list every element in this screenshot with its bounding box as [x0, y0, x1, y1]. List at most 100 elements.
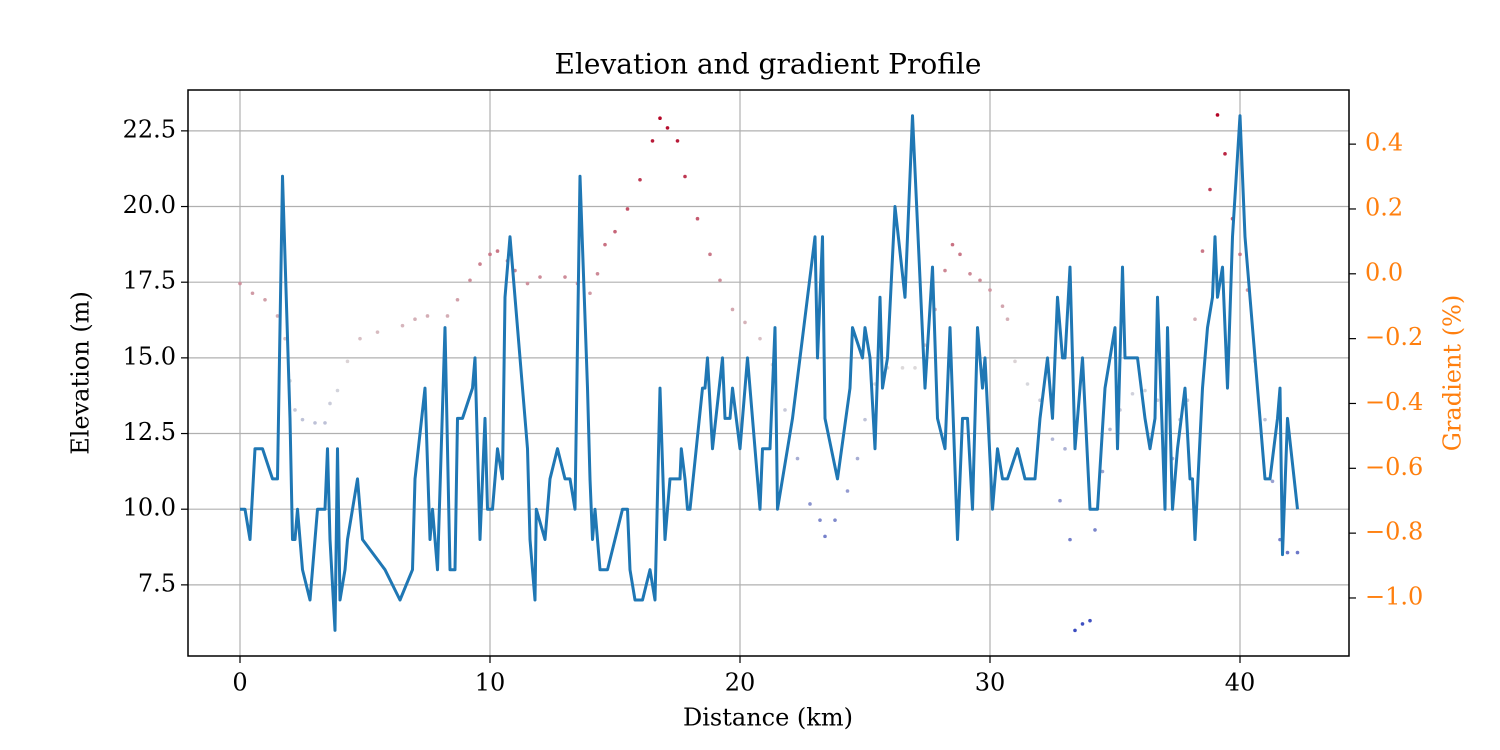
gradient-point — [900, 366, 905, 370]
gradient-point — [455, 297, 460, 302]
gradient-point — [1108, 427, 1112, 432]
gradient-point — [495, 249, 500, 253]
gradient-point — [1000, 304, 1005, 309]
gradient-point — [695, 216, 700, 221]
gradient-point — [588, 291, 592, 296]
gradient-point — [795, 456, 800, 461]
gradient-point — [250, 291, 255, 296]
gradient-point — [1215, 113, 1220, 117]
gradient-point — [1068, 537, 1072, 542]
gradient-point — [275, 314, 280, 318]
gradient-point — [478, 262, 482, 266]
gradient-point — [1263, 417, 1267, 422]
gradient-point — [445, 314, 450, 318]
gradient-point — [1143, 388, 1147, 393]
gradient-point — [638, 177, 642, 182]
gradient-point — [313, 421, 317, 425]
gradient-point — [1088, 618, 1092, 623]
gradient-point — [345, 359, 350, 364]
y2-tick-label: 0.0 — [1365, 258, 1403, 286]
gradient-point — [468, 278, 472, 283]
gradient-point — [808, 502, 812, 506]
x-axis-label: Distance (km) — [683, 704, 853, 732]
y2-tick-label: −0.2 — [1365, 323, 1423, 351]
gradient-point — [978, 278, 982, 283]
gradient-point — [650, 139, 655, 143]
gradient-point — [263, 297, 267, 302]
chart-title: Elevation and gradient Profile — [555, 48, 982, 81]
x-tick-label: 30 — [975, 669, 1006, 697]
gradient-point — [413, 317, 417, 321]
y-tick-label: 15.0 — [123, 342, 176, 370]
gradient-point — [950, 242, 955, 247]
gradient-point — [1013, 359, 1017, 364]
gradient-point — [400, 323, 405, 328]
gradient-point — [323, 421, 327, 425]
gradient-point — [1270, 479, 1275, 484]
gradient-point — [675, 139, 680, 143]
gradient-point — [958, 252, 962, 257]
gradient-point — [1080, 622, 1085, 626]
gradient-point — [563, 275, 567, 279]
gradient-point — [1063, 447, 1067, 451]
gradient-point — [488, 252, 492, 257]
gradient-point — [375, 330, 380, 334]
gradient-point — [718, 278, 722, 283]
gradient-point — [300, 417, 305, 422]
x-tick-label: 20 — [725, 669, 756, 697]
gradient-point — [708, 252, 712, 257]
y2-axis-label: Gradient (%) — [1439, 295, 1467, 451]
gradient-point — [665, 126, 670, 130]
x-tick-label: 40 — [1225, 669, 1256, 697]
gradient-point — [1223, 152, 1227, 156]
gradient-point — [538, 275, 542, 279]
gradient-point — [783, 408, 787, 412]
gradient-point — [1093, 528, 1097, 532]
y-tick-label: 12.5 — [123, 418, 176, 446]
gradient-point — [1130, 391, 1135, 396]
y2-tick-label: 0.2 — [1365, 193, 1403, 221]
gradient-point — [658, 116, 662, 121]
gradient-point — [328, 401, 332, 406]
gradient-point — [968, 272, 972, 276]
gradient-point — [943, 268, 947, 273]
gradient-point — [603, 242, 607, 247]
gradient-point — [1193, 317, 1197, 321]
gradient-point — [335, 388, 340, 393]
gradient-point — [855, 456, 860, 461]
gradient-point — [1200, 249, 1205, 253]
gradient-point — [1050, 437, 1055, 441]
gradient-point — [823, 534, 827, 539]
gradient-point — [913, 366, 917, 370]
gradient-point — [1058, 498, 1062, 503]
gradient-point — [613, 229, 617, 234]
gradient-point — [845, 489, 850, 493]
gradient-point — [730, 307, 735, 312]
gradient-point — [238, 281, 242, 286]
gradient-point — [758, 336, 762, 341]
elevation-line — [240, 114, 1299, 632]
y2-tick-label: 0.4 — [1365, 129, 1403, 157]
y2-tick-label: −1.0 — [1365, 582, 1423, 610]
gradient-point — [1025, 382, 1030, 386]
gradient-point — [1285, 550, 1290, 555]
y2-tick-label: −0.4 — [1365, 388, 1423, 416]
gradient-point — [1073, 628, 1077, 633]
gradient-point — [1295, 550, 1300, 555]
gradient-point — [525, 281, 530, 286]
gradient-point — [988, 288, 992, 292]
x-tick-label: 0 — [232, 669, 247, 697]
gradient-point — [863, 417, 867, 422]
gradient-point — [743, 320, 747, 325]
y2-tick-label: −0.6 — [1365, 453, 1423, 481]
gradient-point — [358, 336, 362, 341]
gradient-point — [283, 336, 287, 341]
gradient-point — [1005, 317, 1010, 321]
gradient-point — [818, 518, 822, 522]
x-tick-label: 10 — [475, 669, 506, 697]
gradient-point — [683, 174, 687, 179]
y-tick-label: 10.0 — [123, 494, 176, 522]
y-tick-label: 7.5 — [138, 569, 176, 597]
gradient-point — [1100, 469, 1105, 474]
